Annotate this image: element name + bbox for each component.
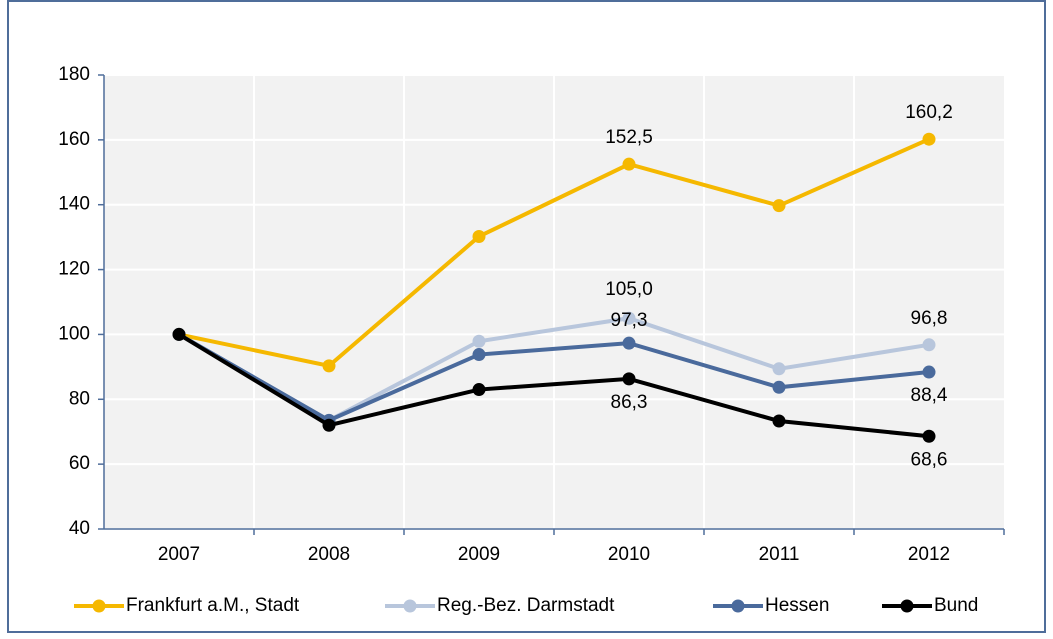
point	[772, 414, 786, 428]
point	[922, 132, 936, 146]
series-line	[178, 137, 930, 369]
series-line	[177, 332, 930, 439]
point	[172, 327, 186, 341]
point	[322, 359, 336, 373]
data-label: 68,6	[911, 449, 948, 470]
y-tick-label: 160	[58, 129, 90, 150]
y-tick-label: 180	[58, 64, 90, 85]
point	[772, 362, 786, 376]
point	[472, 383, 486, 397]
point	[472, 334, 486, 348]
legend-label: Bund	[934, 595, 978, 616]
legend-label: Frankfurt a.M., Stadt	[126, 595, 300, 616]
point	[922, 338, 936, 352]
point	[922, 429, 936, 443]
data-label: 88,4	[911, 385, 948, 406]
y-tick-label: 60	[69, 453, 90, 474]
y-tick-label: 100	[58, 323, 90, 344]
x-tick-label: 2012	[908, 544, 950, 565]
x-tick-label: 2007	[158, 544, 200, 565]
y-tick-label: 80	[69, 388, 90, 409]
legend-marker	[731, 599, 745, 613]
point	[622, 311, 636, 325]
x-tick-label: 2011	[759, 544, 800, 565]
legend-marker	[403, 599, 417, 613]
legend-marker	[900, 599, 914, 613]
data-label: 105,0	[605, 279, 653, 300]
point	[472, 348, 486, 362]
data-label: 86,3	[611, 392, 648, 413]
data-label: 96,8	[911, 308, 948, 329]
legend-marker	[92, 599, 106, 613]
point	[622, 157, 636, 171]
point	[772, 199, 786, 213]
x-tick-label: 2010	[608, 544, 650, 565]
point	[772, 380, 786, 394]
y-tick-label: 140	[58, 194, 90, 215]
point	[922, 365, 936, 379]
data-label: 97,3	[611, 310, 648, 331]
legend-label: Reg.-Bez. Darmstadt	[437, 595, 615, 616]
series-line	[178, 332, 930, 423]
point	[622, 336, 636, 350]
data-label: 160,2	[905, 102, 953, 123]
y-tick-label: 40	[69, 518, 90, 539]
point	[622, 372, 636, 386]
y-tick-label: 120	[58, 259, 90, 280]
data-label: 152,5	[605, 127, 653, 148]
x-tick-label: 2008	[308, 544, 350, 565]
x-tick-label: 2009	[458, 544, 500, 565]
legend-label: Hessen	[765, 595, 829, 616]
point	[322, 418, 336, 432]
point	[472, 229, 486, 243]
